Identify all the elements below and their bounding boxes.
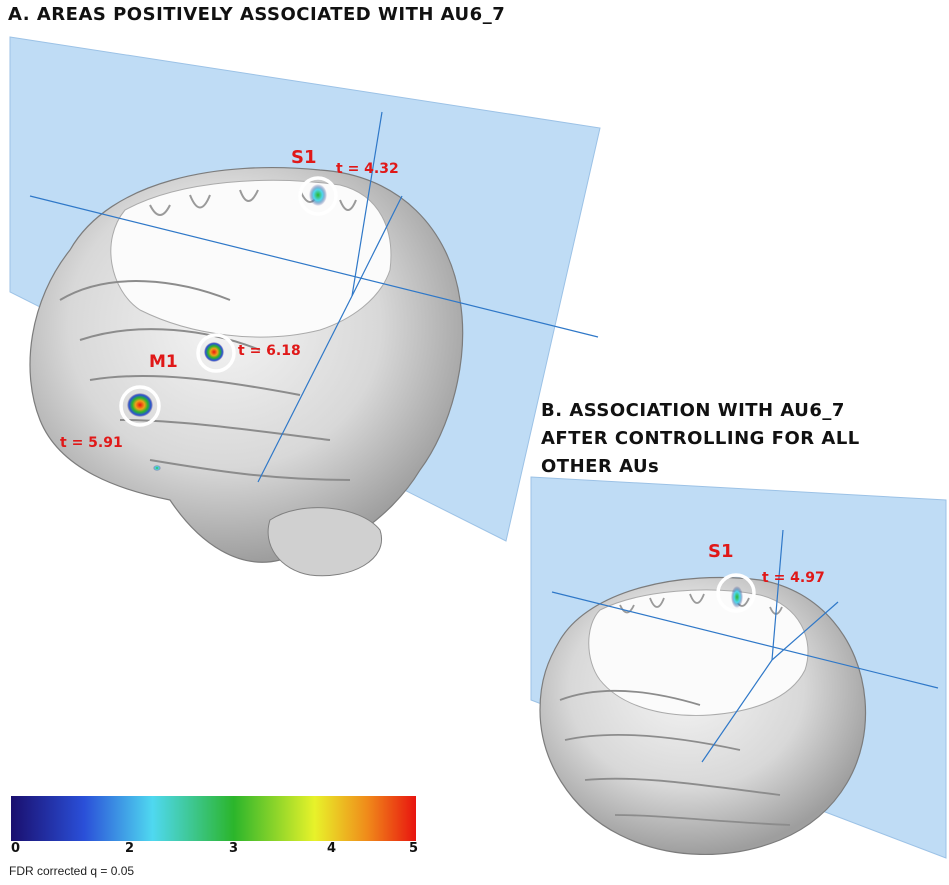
cerebellum-a: [267, 507, 383, 577]
t-value-s1-a: t = 4.32: [336, 161, 399, 177]
activation-s1-b: [731, 586, 743, 608]
crosshair-line: [701, 659, 773, 763]
crosshair-line: [257, 295, 353, 483]
colorbar-tick: 2: [125, 841, 135, 856]
highlight-ring: [716, 573, 756, 613]
colorbar-caption: FDR corrected q = 0.05: [9, 864, 135, 878]
activation-mid-a: [204, 342, 224, 362]
gyri-detail-b: [559, 690, 791, 826]
sulci-detail-b: [619, 593, 783, 615]
colorbar-tick: 5: [409, 841, 419, 856]
highlight-ring: [298, 176, 338, 216]
colorbar-tick: 0: [11, 841, 21, 856]
white-matter-slice-a: [110, 179, 392, 338]
white-matter-slice-b: [588, 589, 809, 716]
crosshair-line: [29, 195, 599, 338]
panel-a-title: A. AREAS POSITIVELY ASSOCIATED WITH AU6_…: [8, 4, 506, 25]
panel-b-title: B. ASSOCIATION WITH AU6_7 AFTER CONTROLL…: [541, 397, 941, 481]
colorbar-tick: 4: [327, 841, 337, 856]
t-value-mid-a: t = 6.18: [238, 343, 301, 359]
panel-a: S1 t = 4.32 t = 6.18 M1 t = 5.91: [9, 36, 601, 577]
colorbar-tick: 3: [229, 841, 239, 856]
panel-b-title-line: OTHER AUs: [541, 456, 660, 477]
crosshair-line: [551, 591, 939, 689]
crosshair-line: [351, 195, 403, 297]
s1-label-a: S1: [291, 147, 317, 168]
m1-label-a: M1: [149, 352, 178, 372]
crosshair-line: [351, 111, 383, 297]
sulci-detail-a: [149, 189, 357, 216]
crosshair-line: [771, 601, 839, 661]
panel-b-title-line: AFTER CONTROLLING FOR ALL: [541, 428, 860, 449]
activation-small-a: [153, 465, 161, 471]
s1-label-b: S1: [708, 541, 734, 562]
panel-b: S1 t = 4.97: [530, 476, 947, 859]
panel-b-title-line: B. ASSOCIATION WITH AU6_7: [541, 400, 845, 421]
highlight-ring: [119, 385, 161, 427]
activation-m1-a: [127, 393, 153, 417]
activation-s1-a: [309, 184, 327, 206]
t-value-low-a: t = 5.91: [60, 435, 123, 451]
colorbar: [11, 796, 416, 841]
t-value-s1-b: t = 4.97: [762, 570, 825, 586]
highlight-ring: [196, 333, 236, 373]
gyri-detail-a: [59, 280, 351, 481]
crosshair-line: [771, 529, 784, 661]
